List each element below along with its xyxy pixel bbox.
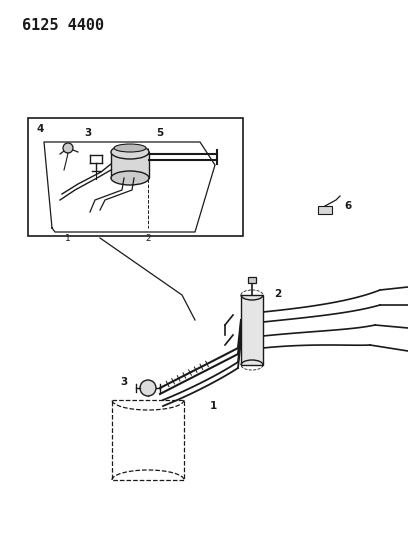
Circle shape [63,143,73,153]
Text: 1: 1 [210,401,217,411]
Text: 6125 4400: 6125 4400 [22,18,104,33]
Ellipse shape [111,171,149,185]
Text: 3: 3 [84,128,92,138]
Bar [241,295,263,365]
Bar [112,400,184,480]
Text: 1: 1 [65,234,71,243]
Text: 3: 3 [121,377,128,387]
Bar [28,118,243,236]
Text: 6: 6 [344,201,351,211]
Ellipse shape [111,145,149,159]
Bar [248,277,256,283]
Text: 5: 5 [156,128,164,138]
Ellipse shape [114,144,146,152]
Circle shape [140,380,156,396]
Text: 2: 2 [145,234,151,243]
Bar [318,206,332,214]
Text: 2: 2 [274,289,281,299]
Bar [111,152,149,178]
Text: 4: 4 [36,124,44,134]
